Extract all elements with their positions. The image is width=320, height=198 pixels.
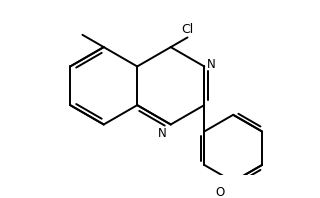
Text: O: O [216,186,225,198]
Text: N: N [157,127,166,140]
Text: N: N [207,58,216,71]
Text: Cl: Cl [181,23,194,36]
